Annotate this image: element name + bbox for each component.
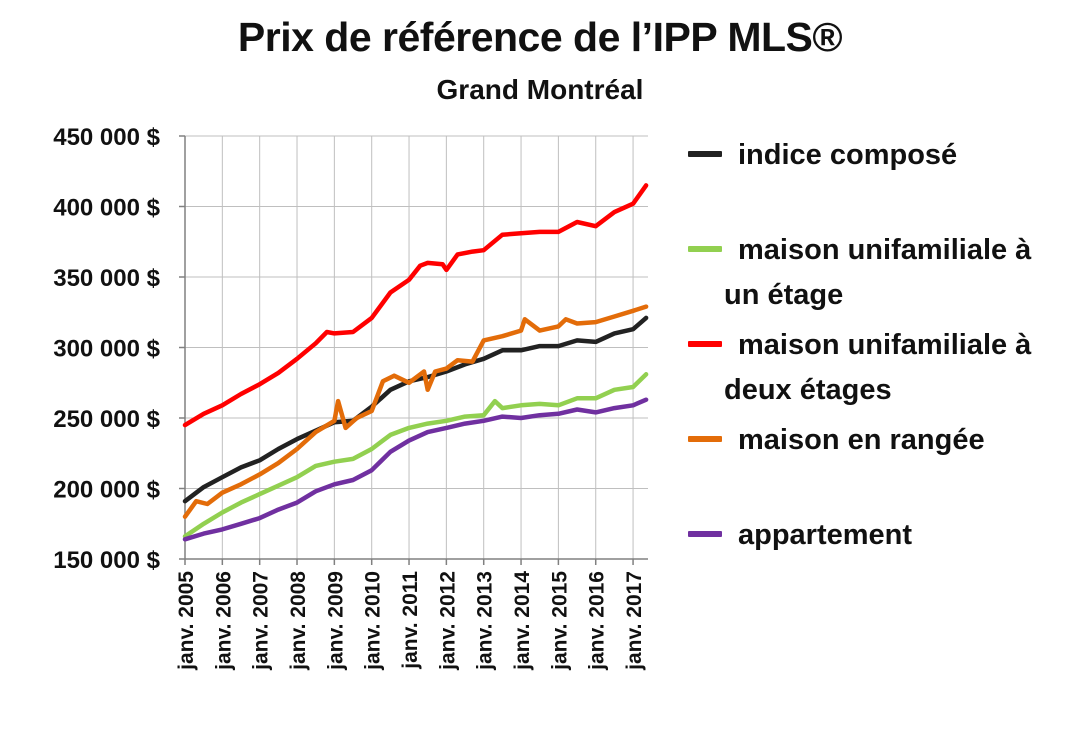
legend-label: maison en rangée (738, 424, 985, 456)
legend-label: appartement (738, 519, 913, 551)
x-tick-label: janv. 2014 (511, 571, 534, 671)
series-line-maison-en-rangee (182, 304, 649, 519)
x-tick-label: janv. 2013 (474, 571, 497, 671)
x-tick-label: janv. 2017 (623, 571, 646, 671)
legend-swatch (688, 341, 722, 347)
series-line-appartement (182, 397, 649, 542)
y-tick-label: 450 000 $ (53, 124, 160, 151)
legend-label: indice composé (738, 139, 958, 171)
legend-swatch (688, 531, 722, 537)
legend-swatch (688, 151, 722, 157)
x-tick-label: janv. 2010 (362, 571, 385, 671)
y-tick-label: 300 000 $ (53, 336, 160, 363)
x-tick-label: janv. 2007 (250, 571, 273, 671)
x-tick-label: janv. 2005 (175, 571, 198, 671)
legend-label: maison unifamiliale à deux étages (724, 329, 1032, 406)
x-tick-label: janv. 2012 (436, 571, 459, 671)
y-tick-label: 150 000 $ (53, 547, 160, 574)
y-tick-label: 400 000 $ (53, 195, 160, 222)
legend-swatch (688, 436, 722, 442)
series-line-maison-unifamiliale-a-un-etage (182, 372, 649, 539)
x-tick-label: janv. 2016 (586, 571, 609, 671)
x-tick-label: janv. 2015 (548, 571, 571, 671)
x-tick-label: janv. 2006 (212, 571, 235, 671)
y-tick-label: 200 000 $ (53, 477, 160, 504)
y-tick-label: 350 000 $ (53, 265, 160, 292)
series-line-indice-compose (182, 315, 649, 504)
legend-swatch (688, 246, 722, 252)
x-tick-label: janv. 2011 (399, 571, 422, 670)
chart-title: Prix de référence de l’IPP MLS® (237, 14, 843, 60)
series-line-maison-unifamiliale-a-deux-etages (182, 183, 649, 428)
chart-subtitle: Grand Montréal (436, 74, 644, 105)
y-tick-label: 250 000 $ (53, 406, 160, 433)
legend-label: maison unifamiliale à un étage (724, 234, 1032, 311)
x-tick-label: janv. 2008 (287, 571, 310, 671)
x-tick-label: janv. 2009 (324, 571, 347, 671)
